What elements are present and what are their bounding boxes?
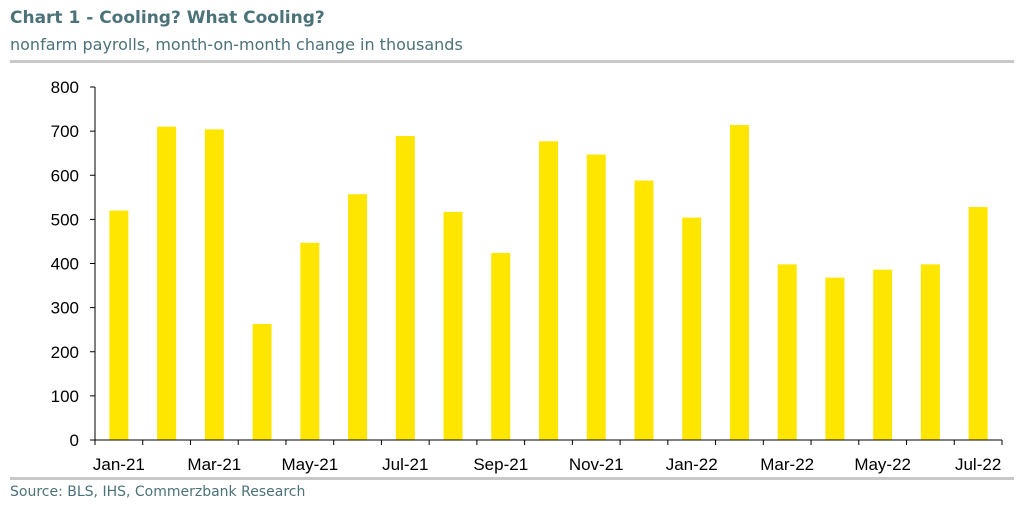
x-tick-label-nov-21: Nov-21: [569, 455, 624, 474]
bar-nov-21: [586, 154, 606, 441]
bar-jul-21: [395, 135, 415, 440]
top-divider: [10, 60, 1014, 63]
y-tick-label-700: 700: [51, 122, 79, 141]
chart-title: Chart 1 - Cooling? What Cooling?: [10, 8, 325, 28]
y-tick-label-0: 0: [70, 431, 79, 450]
x-tick-label-may-21: May-21: [281, 455, 338, 474]
y-tick-label-500: 500: [51, 210, 79, 229]
x-tick-label-jul-21: Jul-21: [382, 455, 428, 474]
x-tick-label-mar-22: Mar-22: [760, 455, 814, 474]
x-tick-label-jan-21: Jan-21: [93, 455, 145, 474]
bar-jan-22: [682, 217, 702, 440]
bar-chart: 0 100 200 300 400 500 600 700 800 Jan-21 Mar-21 May…: [51, 78, 1003, 474]
bar-sep-21: [491, 252, 511, 440]
bar-may-21: [300, 242, 320, 440]
bar-dec-21: [634, 180, 654, 441]
bar-mar-21: [204, 129, 224, 441]
x-tick-label-jul-22: Jul-22: [955, 455, 1001, 474]
bar-may-22: [873, 269, 893, 440]
bar-jul-22: [968, 207, 988, 440]
bar-jan-21: [109, 210, 129, 440]
chart-subtitle: nonfarm payrolls, month-on-month change …: [10, 35, 463, 54]
y-tick-label-300: 300: [51, 299, 79, 318]
x-tick-label-jan-22: Jan-22: [666, 455, 718, 474]
y-tick-label-200: 200: [51, 343, 79, 362]
source-note: Source: BLS, IHS, Commerzbank Research: [10, 484, 306, 500]
bar-mar-22: [777, 264, 797, 440]
bar-jun-22: [920, 264, 940, 440]
x-tick-label-may-22: May-22: [854, 455, 911, 474]
bar-feb-21: [157, 126, 177, 441]
y-tick-label-400: 400: [51, 255, 79, 274]
y-tick-label-600: 600: [51, 166, 79, 185]
x-tick-label-mar-21: Mar-21: [187, 455, 241, 474]
bar-apr-22: [825, 277, 845, 440]
x-tick-label-sep-21: Sep-21: [473, 455, 528, 474]
bar-apr-21: [252, 323, 272, 440]
bar-aug-21: [443, 211, 463, 440]
bar-jun-21: [348, 194, 368, 440]
bar-feb-22: [729, 124, 749, 440]
bar-oct-21: [539, 141, 558, 440]
y-tick-label-800: 800: [51, 78, 79, 97]
bottom-divider: [10, 477, 1014, 480]
y-tick-label-100: 100: [51, 387, 79, 406]
